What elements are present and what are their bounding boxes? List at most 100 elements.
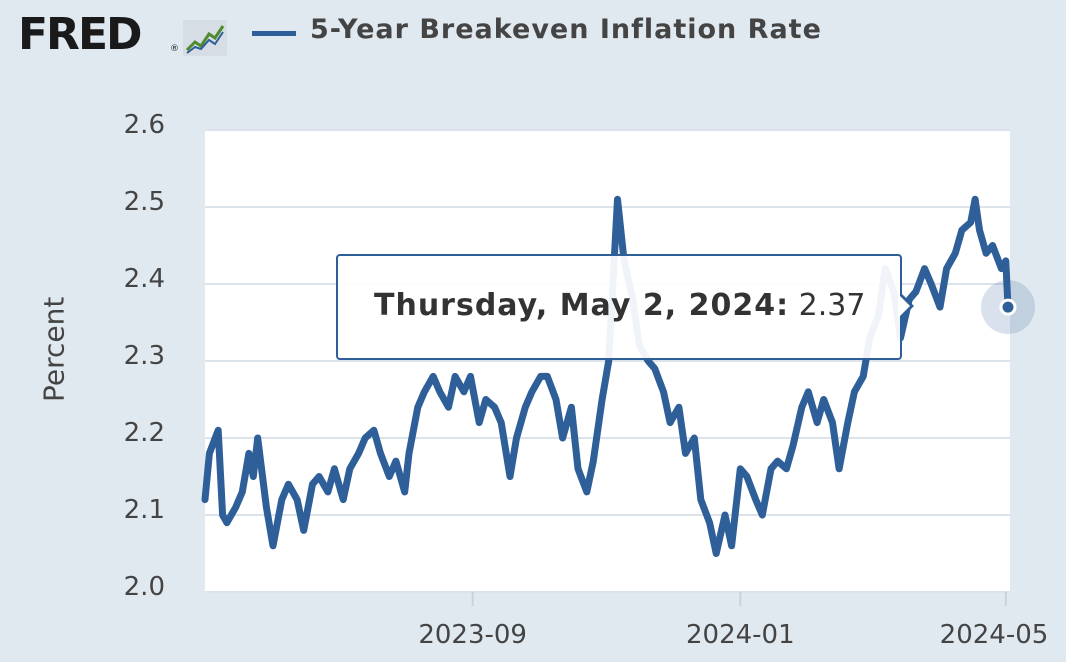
data-point: [499, 420, 504, 425]
data-point: [325, 489, 330, 494]
data-point: [437, 389, 442, 394]
fred-logo-registered-mark: ®: [170, 44, 179, 54]
tooltip: Thursday, May 2, 2024: 2.37: [336, 254, 902, 360]
data-point: [668, 420, 673, 425]
data-point: [341, 497, 346, 502]
data-point: [286, 482, 291, 487]
data-point: [760, 513, 765, 517]
data-point: [652, 366, 657, 371]
x-tick-label: 2024-01: [686, 620, 795, 650]
data-point: [431, 374, 436, 379]
data-point: [646, 359, 651, 363]
data-point: [791, 443, 795, 448]
data-point: [661, 389, 666, 394]
data-point: [347, 466, 352, 471]
data-point: [538, 374, 543, 379]
data-point: [529, 389, 534, 394]
data-point: [492, 405, 497, 410]
data-point: [295, 497, 300, 502]
data-point: [356, 451, 361, 456]
y-tick-label: 2.3: [123, 341, 165, 371]
data-point: [402, 489, 407, 494]
data-point: [446, 405, 451, 410]
data-point: [845, 420, 850, 425]
data-point: [207, 451, 212, 456]
data-point: [944, 266, 949, 271]
data-point: [393, 459, 398, 464]
data-point: [523, 405, 528, 410]
data-point: [363, 436, 368, 440]
y-tick-label: 2.6: [123, 110, 165, 140]
data-point: [569, 405, 574, 410]
data-point: [407, 451, 411, 456]
data-point: [821, 397, 826, 402]
data-point: [1003, 258, 1008, 263]
data-point: [468, 374, 473, 379]
hover-marker[interactable]: [999, 298, 1017, 316]
data-point: [769, 466, 773, 471]
fred-logo[interactable]: FRED: [18, 9, 143, 60]
data-point: [676, 405, 681, 410]
data-point: [984, 251, 989, 256]
tooltip-value: 2.37: [798, 288, 866, 323]
data-point: [729, 543, 734, 548]
data-point: [959, 228, 964, 233]
data-point: [508, 474, 512, 479]
tooltip-text: Thursday, May 2, 2024: 2.37: [374, 288, 865, 323]
data-point: [233, 505, 238, 510]
y-tick-label: 2.1: [123, 495, 165, 525]
data-point: [576, 466, 580, 471]
data-point: [264, 505, 269, 510]
data-point: [224, 520, 229, 525]
data-point: [415, 405, 420, 410]
data-point: [240, 489, 245, 494]
data-point: [545, 374, 550, 379]
data-point: [815, 420, 820, 425]
data-point: [738, 466, 743, 471]
x-tick-label: 2023-09: [418, 620, 527, 650]
data-point: [968, 220, 973, 225]
data-point: [255, 436, 260, 440]
data-point: [600, 397, 605, 402]
data-point: [606, 359, 611, 363]
data-point: [753, 497, 758, 502]
data-point: [913, 289, 918, 294]
data-point: [714, 551, 719, 556]
data-point: [990, 243, 995, 248]
x-tick-label: 2024-05: [939, 620, 1049, 650]
y-tick-label: 2.5: [123, 187, 165, 217]
data-point: [310, 482, 315, 487]
data-point: [251, 474, 256, 479]
data-point: [461, 389, 466, 394]
data-point: [837, 466, 842, 471]
data-point: [203, 497, 207, 502]
data-point: [938, 305, 942, 310]
data-point: [953, 251, 958, 256]
data-point: [422, 389, 427, 394]
data-point: [852, 389, 857, 394]
data-point: [514, 436, 519, 440]
y-tick-label: 2.0: [123, 572, 165, 602]
chart-header: FRED ® 5-Year Breakeven Inflation Rate: [0, 0, 1066, 70]
data-point: [317, 474, 322, 479]
legend-series-label[interactable]: 5-Year Breakeven Inflation Rate: [310, 14, 822, 45]
data-point: [387, 474, 392, 479]
data-point: [378, 451, 383, 456]
data-point: [784, 466, 789, 471]
tooltip-date: Thursday, May 2, 2024:: [374, 288, 790, 323]
y-tick-label: 2.2: [123, 418, 165, 448]
tooltip-pointer-inner: [898, 294, 910, 318]
data-point: [683, 451, 688, 456]
data-point: [861, 374, 866, 379]
data-point: [973, 197, 978, 202]
data-point: [483, 397, 488, 402]
data-point: [477, 420, 482, 425]
data-point: [977, 228, 982, 233]
legend-series-swatch: [252, 31, 296, 36]
line-chart-icon: [183, 20, 227, 56]
data-point: [929, 282, 934, 286]
data-point: [692, 436, 697, 440]
data-point: [220, 513, 225, 517]
data-point: [723, 513, 727, 517]
